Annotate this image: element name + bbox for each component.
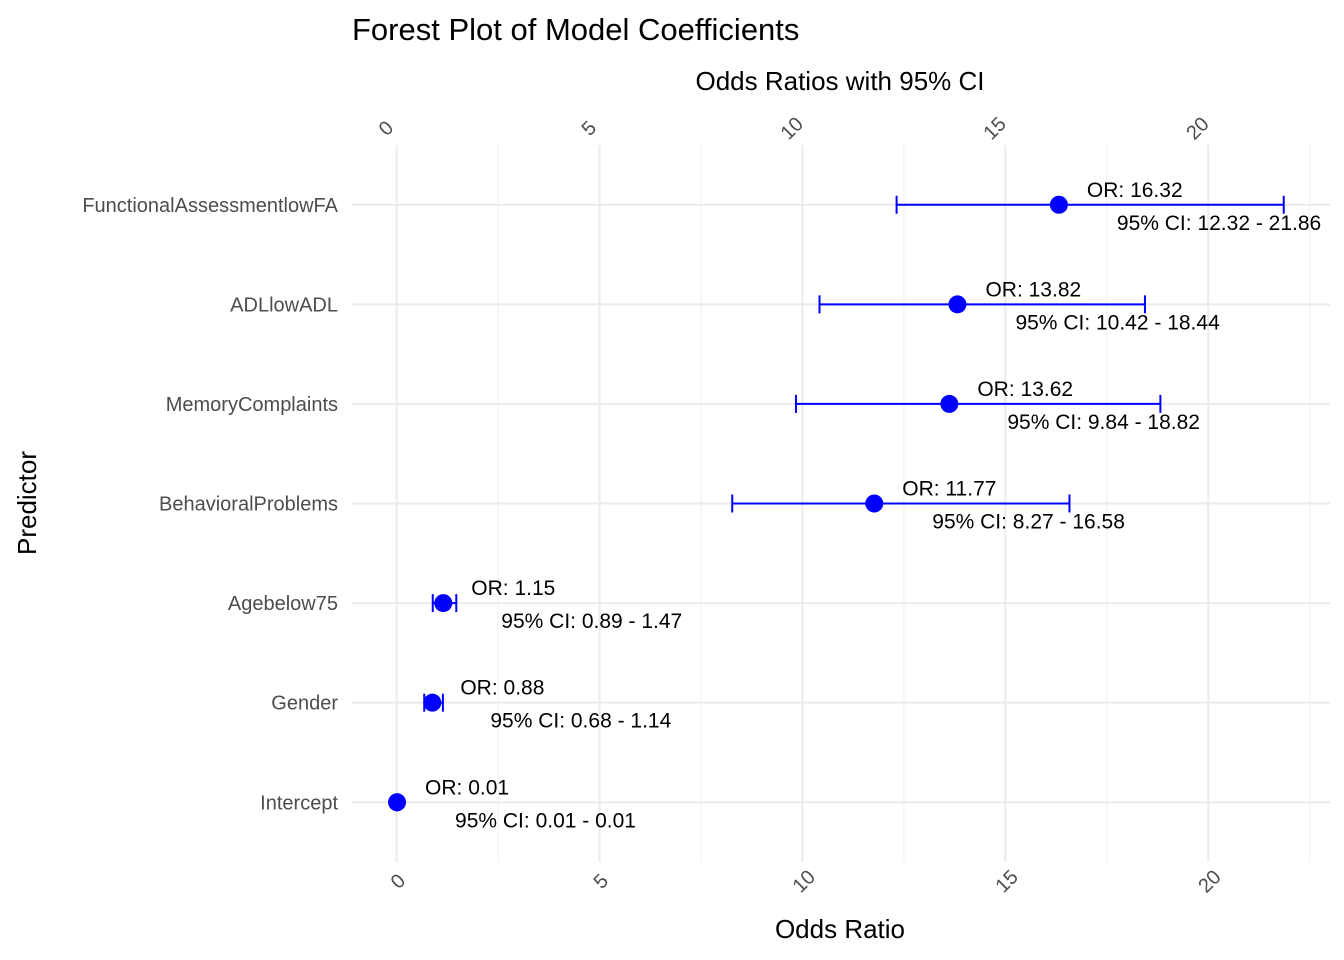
x-tick-label-bottom: 20 [1194, 866, 1225, 897]
x-tick-label-top: 0 [375, 117, 398, 140]
or-label: OR: 16.32 [1087, 179, 1183, 202]
x-tick-label-bottom: 10 [789, 866, 820, 897]
x-tick-label-top: 20 [1182, 113, 1213, 144]
y-tick-label: Intercept [260, 792, 338, 814]
y-tick-label: BehavioralProblems [159, 494, 338, 516]
ci-label: 95% CI: 12.32 - 21.86 [1117, 212, 1321, 235]
or-point [423, 693, 442, 712]
ci-label: 95% CI: 0.68 - 1.14 [490, 710, 671, 733]
or-point [1049, 195, 1068, 214]
y-tick-label: MemoryComplaints [166, 394, 338, 416]
chart-subtitle: Odds Ratios with 95% CI [695, 66, 984, 96]
ci-label: 95% CI: 0.01 - 0.01 [455, 809, 636, 832]
ci-label: 95% CI: 0.89 - 1.47 [501, 610, 682, 633]
y-tick-label: ADLlowADL [230, 294, 338, 316]
y-tick-label: FunctionalAssessmentlowFA [82, 195, 338, 217]
ci-label: 95% CI: 8.27 - 16.58 [932, 511, 1125, 534]
or-point [948, 295, 967, 314]
y-tick-labels: Intercept Gender Agebelow75 BehavioralProbl… [82, 195, 338, 815]
or-label: OR: 0.01 [425, 776, 509, 799]
chart-title: Forest Plot of Model Coefficients [352, 12, 799, 47]
data-marks: OR: 0.01 95% CI: 0.01 - 0.01 OR: 0.88 95% C… [388, 179, 1321, 832]
y-tick-label: Gender [271, 693, 338, 715]
ci-label: 95% CI: 9.84 - 18.82 [1007, 411, 1200, 434]
y-tick-label: Agebelow75 [228, 593, 338, 615]
or-label: OR: 1.15 [471, 577, 555, 600]
or-label: OR: 13.62 [977, 378, 1073, 401]
x-tick-label-bottom: 15 [991, 866, 1022, 897]
x-axis-title: Odds Ratio [775, 914, 905, 944]
x-tick-label-top: 10 [777, 113, 808, 144]
or-point [388, 793, 407, 812]
x-tick-label-bottom: 0 [387, 870, 410, 893]
y-axis-title: Predictor [12, 451, 42, 555]
or-label: OR: 11.77 [902, 478, 996, 501]
or-point [434, 594, 453, 613]
x-tick-label-top: 15 [979, 113, 1010, 144]
or-point [940, 394, 959, 413]
x-tick-label-top: 5 [578, 117, 601, 140]
x-tick-label-bottom: 5 [590, 870, 613, 893]
or-label: OR: 0.88 [460, 677, 544, 700]
or-point [865, 494, 884, 513]
ci-label: 95% CI: 10.42 - 18.44 [1015, 311, 1220, 334]
or-label: OR: 13.82 [985, 278, 1081, 301]
